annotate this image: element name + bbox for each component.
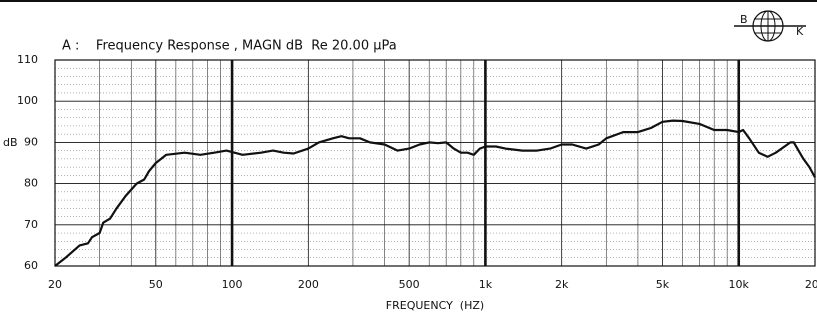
x-tick-label: 20k bbox=[805, 278, 817, 291]
y-axis-label: dB bbox=[3, 136, 18, 149]
y-tick-label: 60 bbox=[24, 259, 38, 272]
x-tick-label: 500 bbox=[399, 278, 420, 291]
x-tick-label: 5k bbox=[656, 278, 670, 291]
x-tick-label: 1k bbox=[479, 278, 493, 291]
y-tick-label: 80 bbox=[24, 177, 38, 190]
x-tick-label: 100 bbox=[222, 278, 243, 291]
x-tick-label: 50 bbox=[149, 278, 163, 291]
logo: B K bbox=[734, 10, 806, 42]
logo-letter: B bbox=[740, 13, 748, 26]
logo-letter: K bbox=[796, 25, 804, 38]
response-curve bbox=[54, 119, 816, 267]
plot-frame bbox=[54, 59, 816, 267]
x-tick-label: 2k bbox=[555, 278, 569, 291]
y-tick-label: 70 bbox=[24, 218, 38, 231]
x-tick-label: 200 bbox=[298, 278, 319, 291]
chart-title: A : Frequency Response , MAGN dB Re 20.0… bbox=[62, 39, 397, 54]
y-tick-label: 90 bbox=[24, 135, 38, 148]
x-tick-label: 20 bbox=[48, 278, 62, 291]
y-tick-label: 110 bbox=[17, 53, 38, 66]
x-axis-label: FREQUENCY (HZ) bbox=[386, 299, 484, 312]
x-tick-label: 10k bbox=[729, 278, 750, 291]
y-tick-label: 100 bbox=[17, 94, 38, 107]
